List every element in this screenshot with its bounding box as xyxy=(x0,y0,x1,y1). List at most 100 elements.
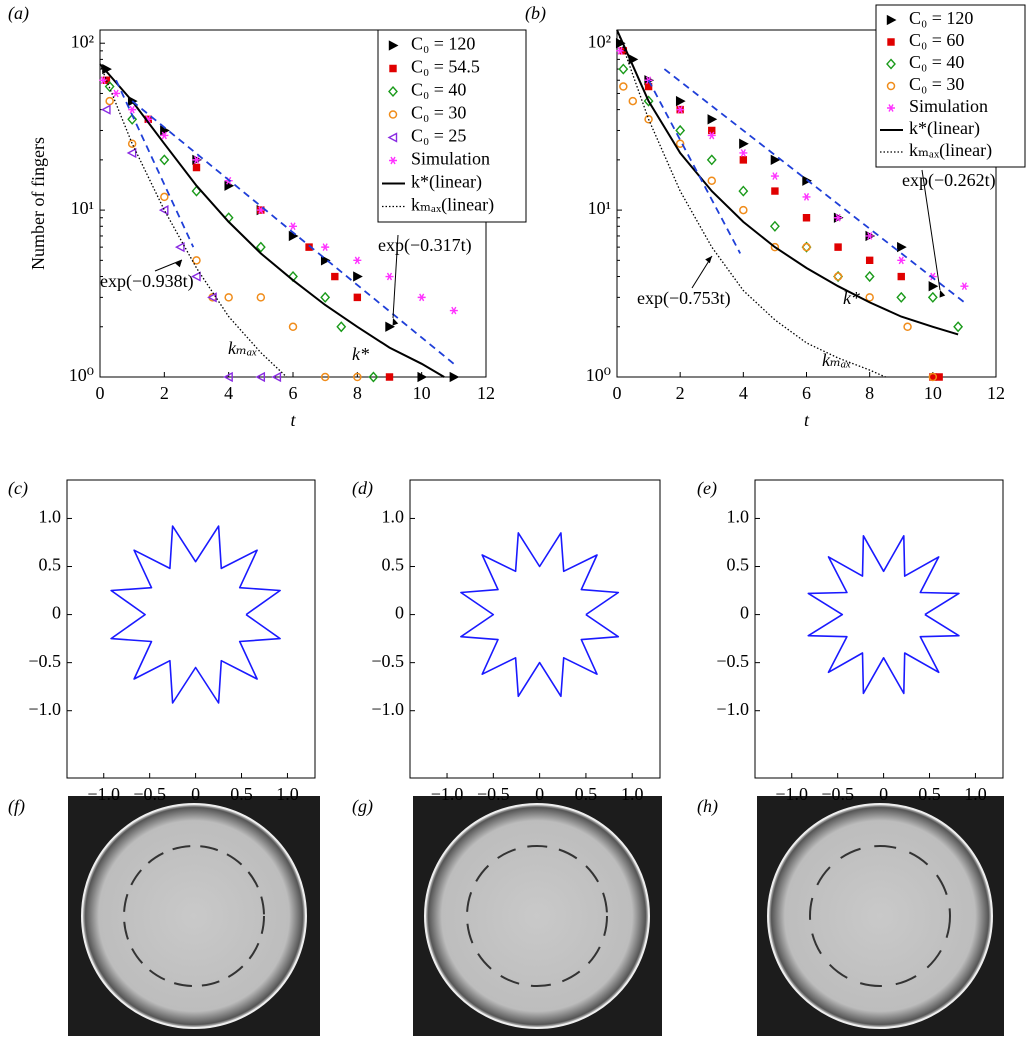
y-tick-label: 0.5 xyxy=(382,555,405,575)
x-tick-label: 10 xyxy=(924,383,942,403)
x-tick-label: 10 xyxy=(413,383,431,403)
x-tick-label: −0.5 xyxy=(133,784,166,804)
marker xyxy=(449,371,460,383)
y-tick-label: 10⁰ xyxy=(69,365,94,385)
legend-label: k*(linear) xyxy=(909,118,980,139)
marker xyxy=(224,293,233,302)
marker xyxy=(305,243,313,251)
y-tick-label: −1.0 xyxy=(28,699,61,719)
marker xyxy=(802,242,811,252)
y-tick-label: −1.0 xyxy=(371,699,404,719)
marker xyxy=(897,256,906,265)
marker xyxy=(368,371,379,383)
y-tick-label: 0.5 xyxy=(39,555,62,575)
x-tick-label: −1.0 xyxy=(87,784,120,804)
annotation: k* xyxy=(843,288,860,308)
x-tick-label: 8 xyxy=(865,383,874,403)
legend-label: C₀ = 60 xyxy=(909,30,964,50)
interface-curve xyxy=(110,525,281,704)
legend-label: C₀ = 54.5 xyxy=(411,57,480,77)
marker xyxy=(706,154,717,166)
legend-label: kₘₐₓ(linear) xyxy=(909,140,992,161)
fit-curve xyxy=(99,63,288,378)
marker xyxy=(192,163,201,172)
x-tick-label: 12 xyxy=(477,383,495,403)
arrow xyxy=(154,259,183,272)
marker xyxy=(320,255,331,266)
legend-label: kₘₐₓ(linear) xyxy=(411,195,494,216)
marker xyxy=(886,81,896,91)
x-tick-label: 4 xyxy=(224,383,233,403)
marker xyxy=(739,156,748,164)
x-tick-label: 2 xyxy=(160,383,169,403)
x-tick-label: 1.0 xyxy=(276,784,299,804)
panel-label: (a) xyxy=(8,3,29,24)
arrow-head xyxy=(175,260,182,268)
y-tick-label: 0 xyxy=(395,603,404,623)
x-tick-label: 6 xyxy=(289,383,298,403)
y-tick-label: −0.5 xyxy=(371,651,404,671)
x-tick-label: 0 xyxy=(879,784,888,804)
marker xyxy=(618,63,629,75)
marker xyxy=(628,96,638,106)
marker xyxy=(707,131,716,140)
marker xyxy=(707,176,716,185)
marker xyxy=(159,154,170,166)
panel-label: (g) xyxy=(352,796,373,817)
marker xyxy=(192,156,201,164)
x-tick-label: −0.5 xyxy=(477,784,510,804)
marker xyxy=(834,213,843,222)
y-axis-label: Number of fingers xyxy=(28,137,48,270)
marker xyxy=(289,222,297,231)
y-tick-label: 0 xyxy=(740,603,749,623)
x-axis-label: t xyxy=(804,410,810,430)
panel-label: (h) xyxy=(697,796,718,817)
marker xyxy=(887,38,895,46)
fit-label: exp(−0.262t) xyxy=(902,170,996,191)
legend-label: k*(linear) xyxy=(411,172,482,193)
y-tick-label: 10⁰ xyxy=(586,365,611,385)
marker xyxy=(353,372,362,382)
marker xyxy=(255,241,266,253)
y-tick-label: 1.0 xyxy=(382,507,405,527)
x-tick-label: 6 xyxy=(802,383,811,403)
y-tick-label: 1.0 xyxy=(39,507,62,527)
marker xyxy=(99,76,108,85)
marker xyxy=(770,154,781,166)
legend-label: C₀ = 25 xyxy=(411,126,466,146)
fit-curve xyxy=(99,63,445,378)
marker xyxy=(802,193,811,201)
marker xyxy=(256,293,266,302)
annotation: kₘₐₓ xyxy=(822,350,851,370)
marker xyxy=(417,293,426,302)
marker xyxy=(320,372,330,382)
y-tick-label: 10² xyxy=(71,31,94,51)
annotation: kₘₐₓ xyxy=(228,338,257,358)
y-tick-label: −0.5 xyxy=(28,651,61,671)
marker xyxy=(389,64,397,73)
marker xyxy=(739,149,748,157)
x-tick-label: 0 xyxy=(96,383,105,403)
marker xyxy=(927,291,938,303)
marker xyxy=(320,291,331,303)
marker xyxy=(928,372,938,382)
photo-g xyxy=(413,796,662,1036)
marker xyxy=(288,322,298,332)
fit-label: exp(−0.938t) xyxy=(100,271,194,292)
marker xyxy=(865,232,874,240)
marker xyxy=(331,272,339,281)
x-tick-label: 0.5 xyxy=(575,784,598,804)
marker xyxy=(104,80,115,93)
marker xyxy=(158,204,169,216)
marker xyxy=(160,192,169,202)
x-tick-label: 12 xyxy=(987,383,1005,403)
marker xyxy=(886,58,896,70)
marker xyxy=(192,256,201,265)
marker xyxy=(191,271,201,282)
marker xyxy=(865,256,874,265)
marker xyxy=(449,306,458,315)
panel-label: (d) xyxy=(352,478,373,499)
y-tick-label: 1.0 xyxy=(727,507,750,527)
y-tick-label: 10¹ xyxy=(71,198,94,218)
marker xyxy=(126,147,137,159)
